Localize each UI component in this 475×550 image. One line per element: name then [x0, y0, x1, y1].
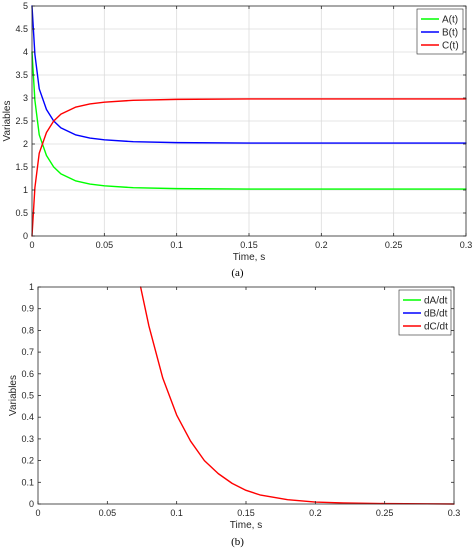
chart-a-y-tick-label: 1: [23, 185, 28, 195]
chart-b-legend-label: dC/dt: [424, 322, 448, 333]
chart-b-y-tick-label: 0.2: [21, 456, 34, 466]
chart-a-y-axis-label: Variables: [2, 101, 13, 142]
chart-b-x-tick-label: 0: [35, 508, 40, 518]
chart-a-x-tick-label: 0.25: [385, 240, 403, 250]
chart-b-y-axis-label: Variables: [8, 375, 19, 416]
chart-b-legend-label: dB/dt: [424, 309, 448, 320]
chart-a-x-tick-label: 0.05: [96, 240, 114, 250]
chart-b-y-tick-label: 0: [29, 499, 34, 509]
chart-a-y-tick-label: 2.5: [15, 116, 28, 126]
chart-a-legend-label: A(t): [442, 15, 458, 26]
chart-b-caption: (b): [231, 536, 244, 548]
chart-a-y-tick-label: 3: [23, 93, 28, 103]
chart-a-y-tick-label: 2: [23, 139, 28, 149]
chart-a-y-tick-label: 0: [23, 231, 28, 241]
chart-a-y-tick-label: 5: [23, 1, 28, 11]
chart-a: 0 0.05 0.1 0.15 0.2 0.25 0.3 0 0.5 1 1.5 2 2.5 3 3.5 4 4…: [2, 1, 473, 263]
chart-a-x-tick-label: 0: [29, 240, 34, 250]
chart-a-y-tick-label: 1.5: [15, 162, 28, 172]
chart-a-x-tick-label: 0.15: [240, 240, 258, 250]
chart-a-x-tick-label: 0.2: [315, 240, 328, 250]
chart-b-x-tick-label: 0.2: [309, 508, 322, 518]
chart-b-series-line-dcdt: [139, 286, 455, 505]
chart-a-y-tick-label: 4: [23, 47, 28, 57]
chart-b-x-tick-label: 0.3: [448, 508, 461, 518]
chart-b-y-tick-label: 0.1: [21, 477, 34, 487]
chart-b-legend-label: dA/dt: [424, 296, 448, 307]
chart-a-series-line-ct: [31, 98, 467, 237]
chart-a-y-tick-label: 3.5: [15, 70, 28, 80]
chart-a-x-tick-label: 0.3: [460, 240, 473, 250]
chart-a-caption: (a): [231, 267, 244, 279]
chart-b-x-tick-label: 0.05: [99, 508, 117, 518]
chart-b-y-tick-label: 0.3: [21, 434, 34, 444]
chart-a-y-tick-label: 0.5: [15, 208, 28, 218]
chart-b-plot-area: [38, 287, 454, 504]
chart-b-y-tick-label: 0.9: [21, 304, 34, 314]
chart-b-y-tick-label: 0.6: [21, 369, 34, 379]
chart-b-x-tick-label: 0.15: [237, 508, 255, 518]
chart-b-x-axis-label: Time, s: [230, 520, 262, 531]
chart-a-series-line-at: [31, 51, 467, 190]
chart-a-y-tick-label: 4.5: [15, 24, 28, 34]
chart-b-x-tick-label: 0.25: [376, 508, 394, 518]
chart-b-y-tick-label: 1: [29, 282, 34, 292]
chart-a-x-axis-label: Time, s: [233, 252, 265, 263]
chart-b-y-tick-label: 0.5: [21, 391, 34, 401]
chart-a-legend-label: B(t): [442, 28, 458, 39]
chart-b-x-tick-label: 0.1: [170, 508, 183, 518]
chart-a-series-line-bt: [31, 5, 467, 144]
chart-b-y-tick-label: 0.8: [21, 325, 34, 335]
chart-b-y-tick-label: 0.4: [21, 412, 34, 422]
chart-b-y-tick-label: 0.7: [21, 347, 34, 357]
chart-a-legend-label: C(t): [442, 41, 459, 52]
chart-b: 0 0.05 0.1 0.15 0.2 0.25 0.3 0 0.1 0.2 0.3 0.4 0.5 0.…: [8, 282, 461, 531]
chart-a-x-tick-label: 0.1: [170, 240, 183, 250]
